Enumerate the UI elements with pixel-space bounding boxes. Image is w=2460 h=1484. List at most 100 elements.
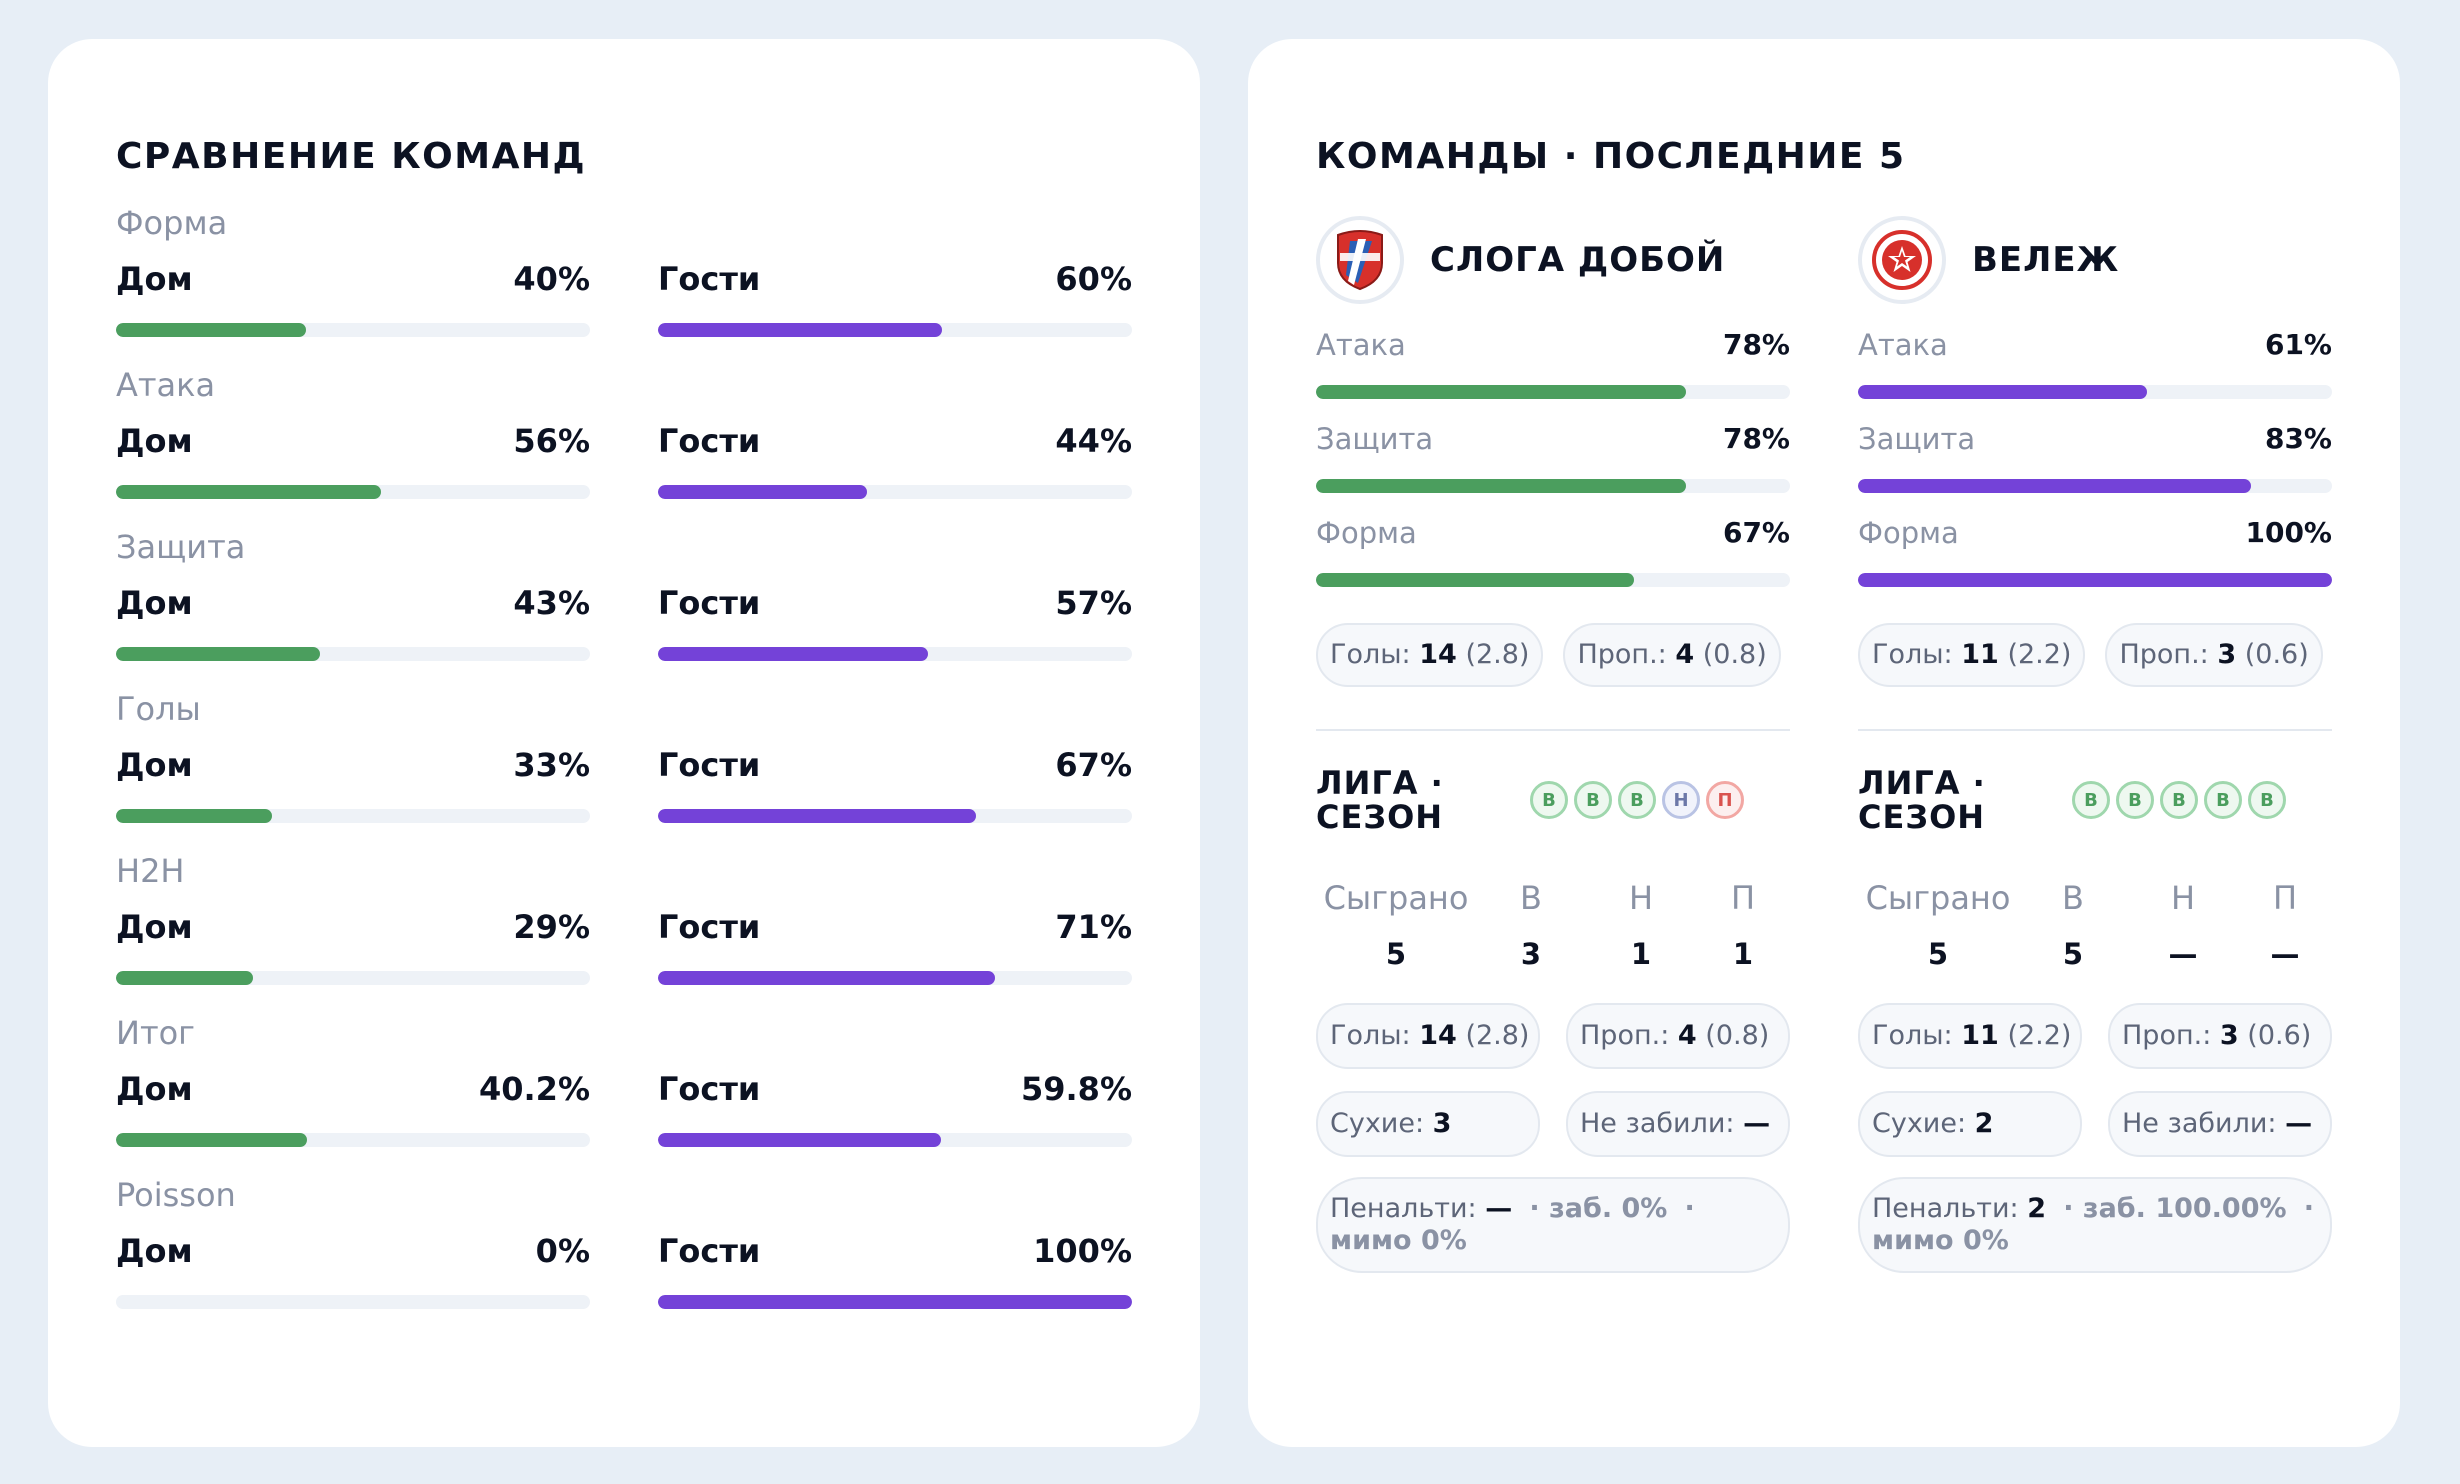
stat-progress-fill: [1316, 479, 1686, 493]
conceded-label: Проп.:: [2122, 1020, 2212, 1051]
away-label: Гости: [658, 584, 761, 622]
away-progress-fill: [658, 971, 995, 985]
home-progress-track: [116, 971, 590, 985]
away-column: Гости 67%: [658, 745, 1132, 823]
pen-missed-label: · мимо: [1330, 1193, 1695, 1256]
played-value: 5: [1385, 937, 1407, 971]
result-badge: В: [2116, 781, 2154, 819]
clean-value: 2: [1974, 1108, 1994, 1139]
home-value: 29%: [513, 908, 590, 946]
team-column: СЛОГА ДОБОЙ Атака 78% Защита 78%: [1316, 215, 1790, 1273]
home-progress-fill: [116, 971, 254, 985]
team-logo: [1316, 216, 1404, 304]
home-value: 0%: [535, 1232, 590, 1270]
played-header: Сыграно: [1323, 879, 1469, 917]
home-value: 56%: [513, 422, 590, 460]
comparison-section: H2H Дом 29% Гости 71%: [116, 849, 1132, 985]
away-column: Гости 57%: [658, 583, 1132, 661]
pen-scored-label: · заб.: [2063, 1193, 2146, 1224]
result-badge: П: [1706, 781, 1744, 819]
home-progress-fill: [116, 647, 320, 661]
comparison-section: Атака Дом 56% Гости 44%: [116, 363, 1132, 499]
goals-value: 14: [1419, 639, 1457, 670]
home-column: Дом 33%: [116, 745, 590, 823]
comparison-section: Защита Дом 43% Гости 57%: [116, 525, 1132, 661]
losses-value: —: [2270, 937, 2300, 971]
away-label: Гости: [658, 260, 761, 298]
wins-value: 5: [2062, 937, 2084, 971]
season-goals-pill: Голы: 14 (2.8): [1316, 1003, 1540, 1069]
away-progress-track: [658, 647, 1132, 661]
comparison-section: Голы Дом 33% Гости 67%: [116, 687, 1132, 823]
home-value: 40.2%: [478, 1070, 590, 1108]
comparison-metric-label: H2H: [116, 852, 185, 890]
result-badge: В: [1530, 781, 1568, 819]
away-label: Гости: [658, 908, 761, 946]
home-progress-track: [116, 1295, 590, 1309]
pen-missed-value: 0%: [1421, 1225, 1467, 1256]
goals-value: 11: [1961, 639, 1999, 670]
home-label: Дом: [116, 422, 193, 460]
clean-label: Сухие:: [1330, 1108, 1425, 1139]
home-column: Дом 43%: [116, 583, 590, 661]
clean-label: Сухие:: [1872, 1108, 1967, 1139]
goals-label: Голы:: [1872, 1020, 1953, 1051]
clean-sheets-pill: Сухие: 3: [1316, 1091, 1540, 1157]
away-progress-fill: [658, 647, 929, 661]
losses-header: П: [1730, 879, 1756, 917]
comparison-metric-label: Форма: [116, 204, 228, 242]
teams-panel-title: КОМАНДЫ · ПОСЛЕДНИЕ 5: [1316, 136, 1906, 177]
sloga-crest-icon: [1337, 230, 1383, 291]
away-progress-track: [658, 485, 1132, 499]
penalties-pill: Пенальти: 2 · заб. 100.00% · мимо 0%: [1858, 1177, 2332, 1273]
penalties-label: Пенальти:: [1872, 1193, 2019, 1224]
draws-header: Н: [2170, 879, 2196, 917]
league-season-title: ЛИГА · СЕЗОН: [1858, 764, 1986, 836]
home-value: 40%: [513, 260, 590, 298]
home-progress-track: [116, 647, 590, 661]
away-progress-fill: [658, 809, 976, 823]
penalties-value: —: [1485, 1193, 1513, 1224]
stat-label: Форма: [1858, 516, 1959, 550]
away-column: Гости 59.8%: [658, 1069, 1132, 1147]
comparison-metric-label: Атака: [116, 366, 216, 404]
away-column: Гости 100%: [658, 1231, 1132, 1309]
home-progress-track: [116, 485, 590, 499]
home-progress-fill: [116, 323, 306, 337]
away-progress-fill: [658, 1133, 942, 1147]
away-value: 67%: [1055, 746, 1132, 784]
home-label: Дом: [116, 1232, 193, 1270]
failed-to-score-pill: Не забили: —: [1566, 1091, 1790, 1157]
season-goals-avg: (2.2): [2007, 1020, 2072, 1051]
away-progress-track: [658, 971, 1132, 985]
away-value: 71%: [1055, 908, 1132, 946]
home-label: Дом: [116, 260, 193, 298]
away-progress-fill: [658, 1295, 1132, 1309]
stat-progress-fill: [1316, 385, 1686, 399]
played-header: Сыграно: [1865, 879, 2011, 917]
home-progress-track: [116, 323, 590, 337]
season-goals-value: 14: [1419, 1020, 1457, 1051]
conceded-label: Проп.:: [1580, 1020, 1670, 1051]
wins-header: В: [1520, 879, 1542, 917]
stat-label: Защита: [1858, 422, 1976, 456]
season-conceded-pill: Проп.: 3 (0.6): [2108, 1003, 2332, 1069]
losses-value: 1: [1732, 937, 1754, 971]
result-badge: В: [2204, 781, 2242, 819]
away-progress-track: [658, 1295, 1132, 1309]
away-value: 100%: [1033, 1232, 1132, 1270]
home-progress-fill: [116, 1133, 307, 1147]
away-label: Гости: [658, 1232, 761, 1270]
stat-value: 78%: [1722, 328, 1790, 361]
stat-progress-track: [1858, 573, 2332, 587]
result-badge: В: [2072, 781, 2110, 819]
home-column: Дом 40%: [116, 259, 590, 337]
goals-label: Голы:: [1330, 1020, 1411, 1051]
failed-to-score-pill: Не забили: —: [2108, 1091, 2332, 1157]
stat-progress-fill: [1858, 479, 2252, 493]
home-column: Дом 56%: [116, 421, 590, 499]
comparison-section: Итог Дом 40.2% Гости 59.8%: [116, 1011, 1132, 1147]
home-progress-fill: [116, 485, 382, 499]
stat-label: Атака: [1858, 328, 1948, 362]
